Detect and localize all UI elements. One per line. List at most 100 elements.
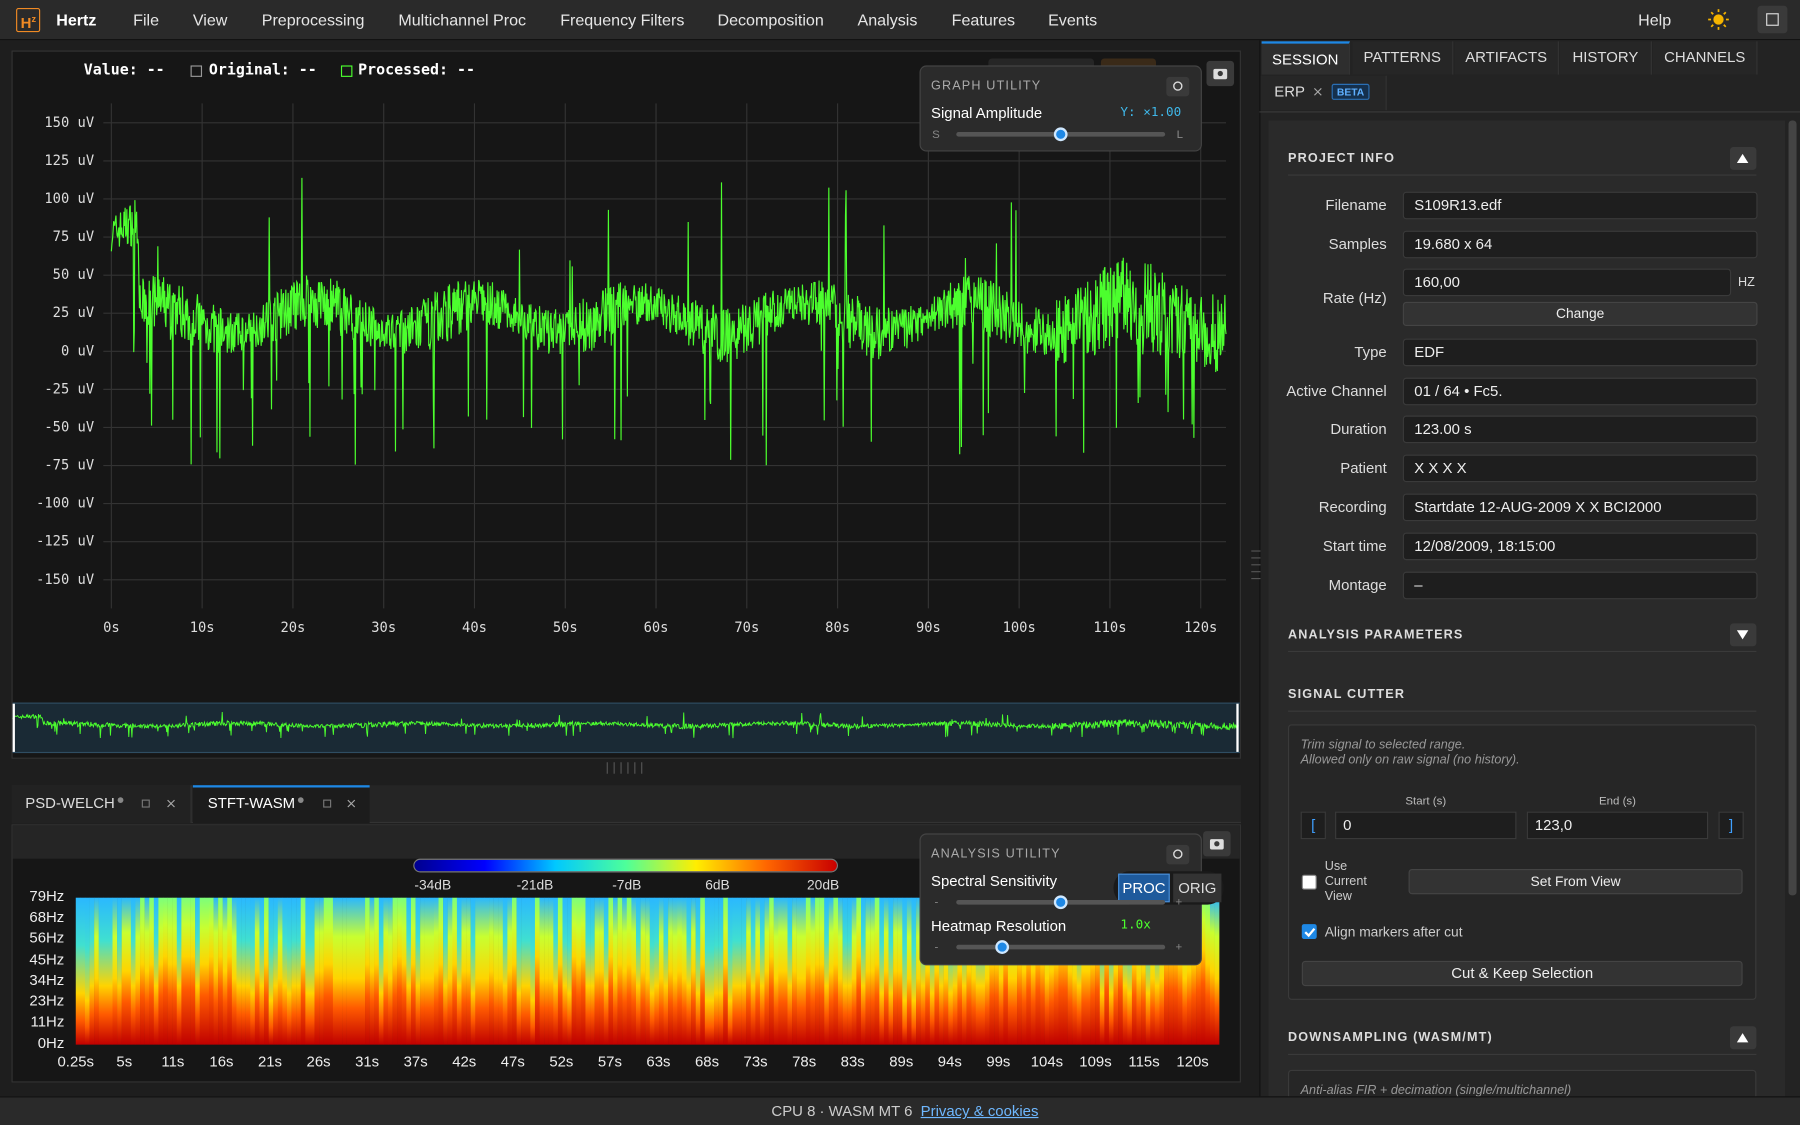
overview-strip (12, 702, 1240, 754)
slider-min: - (934, 941, 939, 954)
field-label: Duration (1330, 420, 1387, 438)
privacy-link[interactable]: Privacy & cookies (920, 1102, 1039, 1120)
erp-label: ERP (1274, 82, 1305, 100)
freq-tick-label: 79Hz (29, 887, 65, 905)
menu-item[interactable]: Events (1048, 10, 1098, 29)
footer (0, 1096, 1800, 1125)
legend-original-swatch (190, 65, 203, 77)
time-tick-label: 37s (403, 1052, 428, 1070)
graph-utility-title: GRAPH UTILITY (930, 79, 1042, 93)
orig-button[interactable]: ORIG (1173, 873, 1222, 903)
proc-button[interactable]: PROC (1118, 873, 1170, 903)
field-label: Active Channel (1286, 382, 1387, 400)
menu-item[interactable]: Preprocessing (261, 10, 365, 29)
set-from-view-button[interactable]: Set From View (1408, 869, 1743, 895)
end-label: End (s) (1598, 795, 1636, 809)
collapse-button[interactable] (1729, 1026, 1757, 1050)
footer-status: CPU 8 · WASM MT 6 (771, 1102, 913, 1120)
logo-sup: z (31, 13, 37, 25)
end-input[interactable]: 123,0 (1526, 811, 1709, 840)
menu-item[interactable]: Features (951, 10, 1016, 29)
field-label: Recording (1318, 498, 1387, 516)
time-tick-label: 26s (306, 1052, 331, 1070)
tab[interactable]: CHANNELS (1653, 41, 1758, 75)
menu-item[interactable]: File (133, 10, 160, 29)
analysis-utility-title: ANALYSIS UTILITY (930, 847, 1061, 861)
section-title: SIGNAL CUTTER (1288, 687, 1406, 702)
field-input[interactable]: X X X X (1402, 454, 1758, 483)
amplitude-readout: Y: ×1.00 (1120, 104, 1182, 120)
field-label: Start time (1322, 537, 1387, 555)
time-tick-label: 68s (694, 1052, 720, 1070)
menu-item[interactable]: View (192, 10, 228, 29)
field-input[interactable]: 19.680 x 64 (1402, 230, 1758, 259)
reset-button[interactable] (1166, 76, 1190, 97)
field-label: Patient (1340, 459, 1387, 477)
downsampling-note: Anti-alias FIR + decimation (single/mult… (1300, 1083, 1572, 1098)
tab[interactable]: PATTERNS (1352, 41, 1454, 75)
time-tick-label: 120s (1176, 1052, 1209, 1070)
time-tick-label: 115s (1128, 1052, 1160, 1070)
tab[interactable]: ARTIFACTS (1454, 41, 1559, 75)
time-tick-label: 63s (646, 1052, 671, 1070)
menu-item[interactable]: Decomposition (717, 10, 824, 29)
align-label: Align markers after cut (1324, 924, 1463, 941)
tab[interactable] (11, 785, 192, 824)
checkbox[interactable] (1301, 874, 1317, 890)
change-button[interactable]: Change (1402, 301, 1758, 327)
field-input[interactable]: Startdate 12-AUG-2009 X X BCI2000 (1402, 493, 1758, 522)
section-line (1288, 1053, 1757, 1055)
field-input[interactable]: 01 / 64 • Fc5. (1402, 377, 1758, 406)
field-input[interactable]: – (1402, 571, 1758, 600)
tab-label: STFT-WASM (207, 794, 296, 812)
time-tick-label: 73s (743, 1052, 768, 1070)
menu-item[interactable]: Analysis (857, 10, 918, 29)
resolution-label: Heatmap Resolution (930, 917, 1067, 935)
freq-tick-label: 11Hz (30, 1012, 65, 1030)
signal-panel (11, 50, 1241, 759)
slider-max: L (1176, 128, 1184, 142)
field-input[interactable]: S109R13.edf (1402, 191, 1758, 220)
field-input[interactable]: EDF (1402, 338, 1758, 367)
time-tick-label: 0.25s (57, 1052, 95, 1070)
sensitivity-label: Spectral Sensitivity (930, 872, 1058, 890)
field-input[interactable]: 160,00 (1402, 268, 1732, 297)
field-label: Rate (Hz) (1322, 289, 1387, 307)
bracket-button[interactable]: ] (1718, 811, 1744, 840)
time-tick-label: 104s (1030, 1052, 1064, 1070)
slider-min: - (934, 896, 939, 910)
start-input[interactable]: 0 (1335, 811, 1517, 840)
field-label: Samples (1328, 235, 1387, 253)
field-input[interactable]: 123.00 s (1402, 415, 1758, 444)
colorbar-label: -7dB (612, 877, 642, 894)
section-title: ANALYSIS PARAMETERS (1288, 627, 1464, 642)
menu-item[interactable]: Multichannel Proc (398, 10, 527, 29)
tab-active[interactable]: SESSION (1261, 41, 1351, 75)
collapse-button[interactable] (1729, 146, 1757, 170)
section-line (1288, 174, 1757, 176)
freq-tick-label: 23Hz (29, 991, 65, 1010)
bracket-button[interactable]: [ (1300, 811, 1326, 840)
checkbox-checked[interactable] (1301, 924, 1317, 940)
tab-active[interactable] (192, 785, 370, 824)
menu-help[interactable]: Help (1638, 10, 1672, 29)
collapse-button[interactable] (1729, 623, 1757, 647)
amplitude-label: Signal Amplitude (930, 104, 1043, 122)
menu-bar (0, 0, 1800, 41)
slider-knob[interactable] (1053, 895, 1068, 910)
use-current-view-label: Use Current View (1324, 859, 1367, 904)
slider-knob[interactable] (995, 940, 1010, 954)
cut-button[interactable]: Cut & Keep Selection (1301, 960, 1743, 987)
tab[interactable]: HISTORY (1560, 41, 1652, 75)
reset-button[interactable] (1166, 844, 1190, 865)
app-name: Hertz (56, 10, 97, 29)
slider-knob[interactable] (1053, 127, 1068, 142)
legend-processed: Processed: -- (358, 61, 475, 80)
colorbar-label: -21dB (516, 877, 554, 894)
field-input[interactable]: 12/08/2009, 18:15:00 (1402, 532, 1758, 561)
field-label: Filename (1325, 196, 1387, 214)
sidebar-divider (1259, 111, 1800, 113)
menu-item[interactable]: Frequency Filters (560, 10, 685, 29)
freq-tick-label: 56Hz (29, 928, 65, 946)
